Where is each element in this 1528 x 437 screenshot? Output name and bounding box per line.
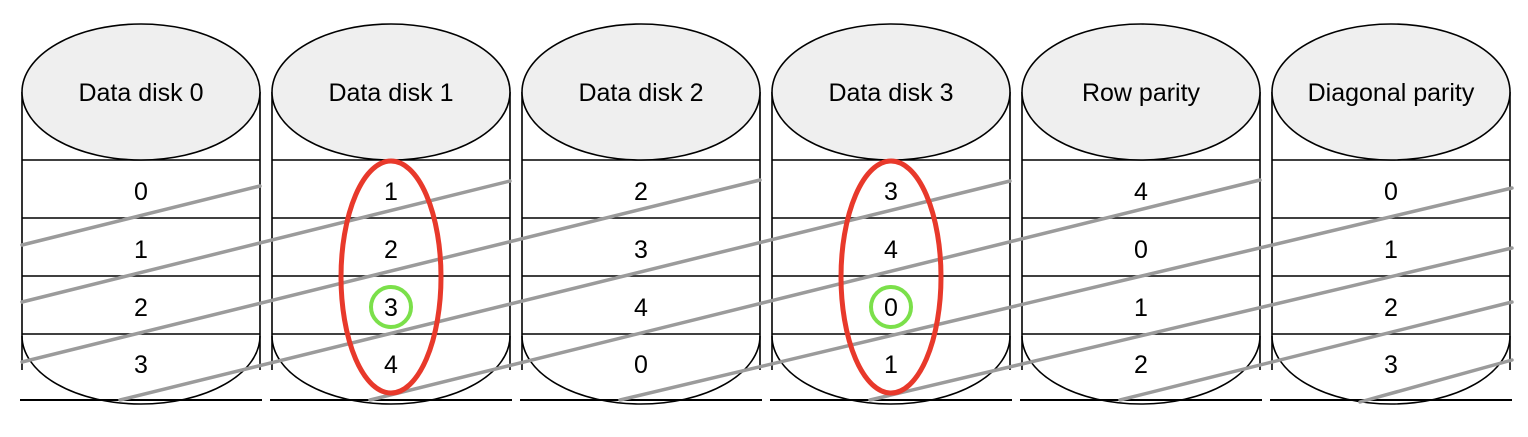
cell-value: 3 [384,294,398,322]
cell-value: 0 [634,351,648,379]
diagonal-parity-line [20,178,762,364]
diagonal-parity-line [368,178,1262,402]
failed-disk-marker [338,158,444,396]
cell-value: 4 [884,236,898,264]
disk-label: Data disk 0 [78,79,203,107]
cell-value: 4 [384,351,398,379]
recovered-cell-marker [869,285,913,329]
cell-value: 4 [1134,178,1148,206]
disk-2 [520,23,762,405]
cell-value: 3 [134,351,148,379]
disk-5 [1270,23,1512,405]
cell-value: 0 [1134,236,1148,264]
cell-value: 1 [384,178,398,206]
cell-value: 0 [134,178,148,206]
disk-label: Data disk 3 [828,79,953,107]
failed-disk-marker [838,158,944,396]
cell-value: 2 [1384,294,1398,322]
cell-value: 3 [1384,351,1398,379]
cell-value: 0 [1384,178,1398,206]
recovered-cell-marker [369,285,413,329]
disk-label: Data disk 2 [578,79,703,107]
disk-bottom-curve [521,335,761,405]
cell-value: 1 [884,351,898,379]
cell-value: 0 [884,294,898,322]
disk-0 [20,23,262,405]
cell-value: 2 [134,294,148,322]
cell-value: 1 [1134,294,1148,322]
disk-label: Data disk 1 [328,79,453,107]
diagonal-parity-line [118,179,1012,402]
diagonal-parity-line [1358,358,1514,404]
diagonal-parity-line [20,184,262,247]
disk-bottom-curve [771,335,1011,405]
disk-top [521,23,761,161]
cell-value: 3 [634,236,648,264]
disk-label: Row parity [1082,79,1201,107]
cell-value: 1 [1384,236,1398,264]
cell-value: 3 [884,178,898,206]
disk-label: Diagonal parity [1308,79,1475,107]
disk-top [21,23,261,161]
diagonal-parity-line [1118,300,1514,402]
cell-value: 4 [634,294,648,322]
diagonal-parity-line [868,246,1514,402]
cell-value: 2 [1134,351,1148,379]
disk-top [1021,23,1261,161]
cell-value: 2 [384,236,398,264]
disk-top [1271,23,1511,161]
diagonal-parity-line [618,186,1514,402]
cell-value: 2 [634,178,648,206]
cell-value: 1 [134,236,148,264]
disk-bottom-curve [1271,335,1511,405]
